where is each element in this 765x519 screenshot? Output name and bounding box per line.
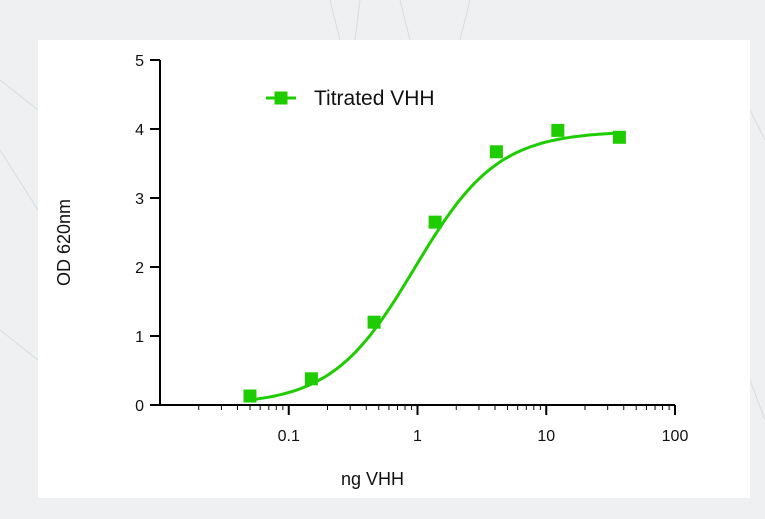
y-tick-label: 0 (135, 398, 144, 415)
data-point (428, 215, 442, 229)
y-tick-label: 1 (135, 329, 144, 346)
y-tick-label: 2 (135, 260, 144, 277)
x-ticks: 0.1 1 10 100 (198, 405, 689, 445)
axes: 0 1 2 3 4 5 0.1 1 10 100 (135, 53, 688, 445)
fit-curve (249, 131, 620, 402)
y-ticks: 0 1 2 3 4 5 (135, 53, 160, 415)
y-tick-label: 3 (135, 191, 144, 208)
data-point (612, 130, 626, 144)
x-axis-title: ng VHH (341, 469, 404, 489)
x-tick-label: 10 (537, 428, 555, 445)
legend-label: Titrated VHH (314, 87, 435, 110)
data-point (551, 123, 565, 137)
x-tick-label: 0.1 (278, 428, 300, 445)
legend: Titrated VHH (266, 87, 435, 110)
data-point (489, 145, 503, 159)
data-point (243, 389, 257, 403)
y-tick-label: 4 (135, 122, 144, 139)
legend-marker (274, 91, 288, 105)
chart-card: 0 1 2 3 4 5 0.1 1 10 100 OD 620nm ng VHH Titrate… (38, 40, 750, 498)
ec50-chart: 0 1 2 3 4 5 0.1 1 10 100 OD 620nm ng VHH Titrate… (54, 53, 688, 489)
x-tick-label: 1 (413, 428, 422, 445)
y-axis-title: OD 620nm (54, 199, 74, 286)
data-point (304, 372, 318, 386)
data-point (367, 315, 381, 329)
y-tick-label: 5 (135, 53, 144, 70)
x-tick-label: 100 (662, 428, 689, 445)
plot-area (243, 123, 626, 403)
